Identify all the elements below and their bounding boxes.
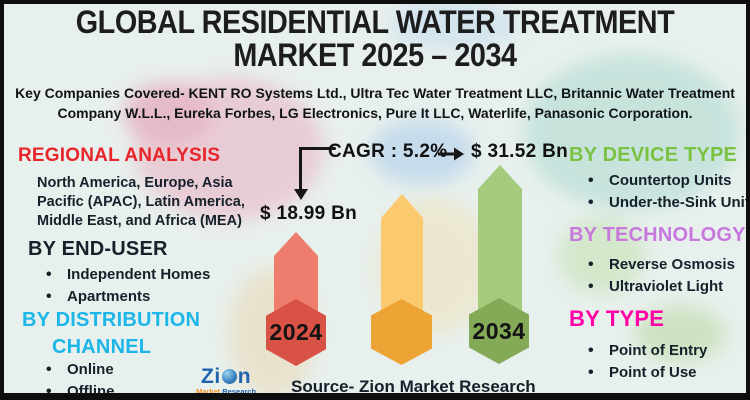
regional-analysis-heading: REGIONAL ANALYSIS <box>18 145 221 166</box>
page-title-line2: MARKET 2025 – 2034 <box>233 36 517 73</box>
zion-logo: Zi n Market.Research <box>196 365 256 393</box>
distribution-channel-list: Online Offline <box>44 360 115 393</box>
globe-icon <box>221 369 237 384</box>
zion-logo-wordmark: Zi n <box>201 365 252 388</box>
list-item: Under-the-Sink Units <box>586 193 746 213</box>
page-title: GLOBAL RESIDENTIAL WATER TREATMENT MARKE… <box>41 6 709 71</box>
cagr-label: CAGR : 5.2% <box>328 141 448 162</box>
list-item: Point of Use <box>586 363 707 383</box>
growth-arrow-2034: 2034 <box>469 165 529 365</box>
distribution-channel-heading-line1: BY DISTRIBUTION <box>22 309 201 331</box>
list-item: Ultraviolet Light <box>586 277 735 297</box>
zion-logo-tagline: Market.Research <box>196 387 256 393</box>
list-item: Online <box>44 360 115 380</box>
key-companies-line2: Company W.L.L., Eureka Forbes, LG Electr… <box>57 104 693 121</box>
end-user-heading: BY END-USER <box>28 238 168 260</box>
cagr-bracket-horizontal <box>299 147 336 150</box>
key-companies-text: Key Companies Covered- KENT RO Systems L… <box>4 84 746 124</box>
page-title-line1: GLOBAL RESIDENTIAL WATER TREATMENT <box>75 4 675 40</box>
list-item: Countertop Units <box>586 171 746 191</box>
device-type-list: Countertop Units Under-the-Sink Units <box>586 171 746 217</box>
end-user-list: Independent Homes Apartments <box>44 265 210 311</box>
list-item: Reverse Osmosis <box>586 255 735 275</box>
down-arrow-icon <box>293 189 308 200</box>
technology-list: Reverse Osmosis Ultraviolet Light <box>586 255 735 301</box>
list-item: Apartments <box>44 287 210 307</box>
key-companies-line1: Key Companies Covered- KENT RO Systems L… <box>15 85 735 101</box>
source-attribution: Source- Zion Market Research <box>291 377 536 396</box>
technology-heading: BY TECHNOLOGY <box>569 224 746 246</box>
growth-arrow-2024: 2024 <box>266 232 326 366</box>
list-item: Point of Entry <box>586 341 707 361</box>
regional-analysis-body: North America, Europe, Asia Pacific (APA… <box>37 175 245 229</box>
market-value-2034-label: $ 31.52 Bn <box>471 141 568 162</box>
right-arrow-icon <box>438 147 464 161</box>
list-item: Independent Homes <box>44 265 210 285</box>
market-value-2024-label: $ 18.99 Bn <box>260 203 357 224</box>
year-hexagon-2034: 2034 <box>469 298 529 364</box>
device-type-heading: BY DEVICE TYPE <box>569 144 738 166</box>
growth-arrow-middle <box>371 194 432 366</box>
type-heading: BY TYPE <box>569 306 665 331</box>
list-item: Offline <box>44 382 115 393</box>
distribution-channel-heading-line2: CHANNEL <box>52 336 152 358</box>
type-list: Point of Entry Point of Use <box>586 341 707 387</box>
cagr-bracket-vertical <box>299 147 302 190</box>
